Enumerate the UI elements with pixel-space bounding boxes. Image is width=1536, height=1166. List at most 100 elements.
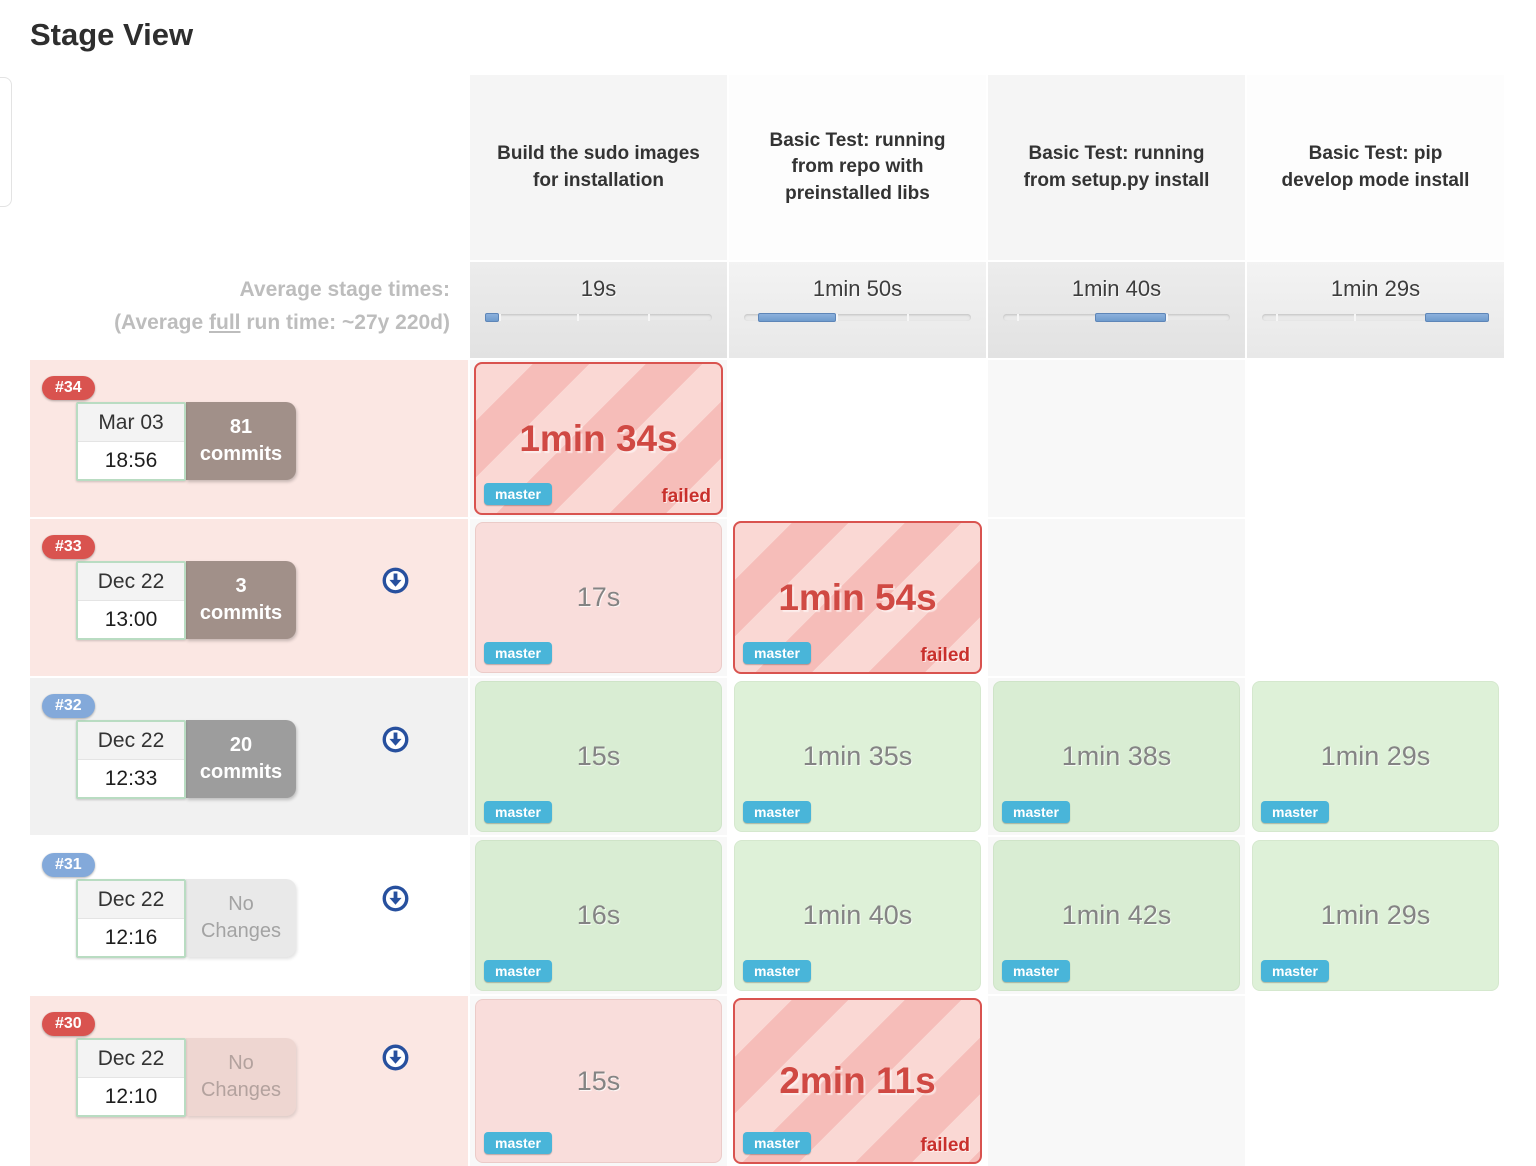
stage-time-progress-fill bbox=[1425, 313, 1489, 322]
stage-cell: 1min 34s master failed bbox=[470, 360, 727, 517]
build-date-link[interactable]: Dec 22 13:00 bbox=[76, 561, 186, 640]
stage-result-failed[interactable]: 1min 54s master failed bbox=[733, 521, 982, 674]
build-number-badge[interactable]: #30 bbox=[42, 1012, 95, 1036]
stage-time-progress-fill bbox=[757, 313, 837, 322]
stage-column-title: Basic Test: running from repo with prein… bbox=[769, 129, 946, 204]
offscreen-panel-edge bbox=[0, 77, 12, 207]
build-time: 12:10 bbox=[104, 1085, 158, 1108]
stage-result[interactable]: 1min 40s master bbox=[734, 840, 981, 991]
build-date-link[interactable]: Dec 22 12:10 bbox=[76, 1038, 186, 1117]
stage-result-failed[interactable]: 2min 11s master failed bbox=[733, 998, 982, 1164]
changes-label: commits bbox=[199, 761, 283, 783]
failed-label: failed bbox=[920, 645, 970, 666]
stage-cell: 1min 29s master bbox=[1247, 678, 1504, 835]
build-number-badge[interactable]: #31 bbox=[42, 853, 95, 877]
build-changes-box[interactable]: 81 commits bbox=[186, 402, 296, 480]
stage-column-header: Basic Test: pip develop mode install bbox=[1247, 75, 1504, 260]
average-stage-time-cell: 1min 29s bbox=[1247, 262, 1504, 358]
average-times-label: Average stage times: (Average full run t… bbox=[30, 262, 468, 358]
stage-cell-empty bbox=[729, 360, 986, 517]
stage-view-table: Build the sudo images for installation B… bbox=[30, 75, 1504, 1166]
build-time: 18:56 bbox=[104, 449, 158, 472]
stage-duration: 1min 40s bbox=[802, 900, 913, 930]
build-date-link[interactable]: Dec 22 12:33 bbox=[76, 720, 186, 799]
build-date-link[interactable]: Mar 03 18:56 bbox=[76, 402, 186, 481]
changes-count: No bbox=[228, 893, 254, 915]
download-artifacts-icon[interactable] bbox=[382, 1044, 409, 1071]
changes-label: commits bbox=[199, 443, 283, 465]
stage-result[interactable]: 17s master bbox=[475, 522, 722, 673]
build-time: 12:33 bbox=[104, 767, 158, 790]
stage-cell-empty bbox=[988, 996, 1245, 1166]
branch-badge: master bbox=[1002, 960, 1070, 982]
average-stage-time-cell: 19s bbox=[470, 262, 727, 358]
branch-badge: master bbox=[743, 960, 811, 982]
stage-result[interactable]: 1min 38s master bbox=[993, 681, 1240, 832]
average-duration: 1min 29s bbox=[1330, 276, 1421, 301]
stage-time-progress-track bbox=[485, 313, 712, 322]
stage-cell-empty bbox=[1247, 519, 1504, 676]
stage-time-progress-fill bbox=[1095, 313, 1167, 322]
stage-column-header: Build the sudo images for installation bbox=[470, 75, 727, 260]
build-number-badge[interactable]: #34 bbox=[42, 376, 95, 400]
stage-result[interactable]: 1min 35s master bbox=[734, 681, 981, 832]
stage-result[interactable]: 15s master bbox=[475, 681, 722, 832]
changes-count: 81 bbox=[229, 416, 253, 438]
stage-cell: 16s master bbox=[470, 837, 727, 994]
branch-badge: master bbox=[743, 801, 811, 823]
download-artifacts-icon[interactable] bbox=[382, 567, 409, 594]
stage-cell: 1min 38s master bbox=[988, 678, 1245, 835]
stage-duration: 2min 11s bbox=[779, 1060, 936, 1101]
build-changes-box[interactable]: 3 commits bbox=[186, 561, 296, 639]
stage-column-title: Basic Test: pip develop mode install bbox=[1281, 142, 1470, 191]
stage-time-progress-track bbox=[1003, 313, 1230, 322]
stage-cell: 2min 11s master failed bbox=[729, 996, 986, 1166]
build-number-badge[interactable]: #33 bbox=[42, 535, 95, 559]
download-artifacts-icon[interactable] bbox=[382, 885, 409, 912]
average-stage-time-cell: 1min 50s bbox=[729, 262, 986, 358]
failed-label: failed bbox=[661, 486, 711, 507]
page-title: Stage View bbox=[30, 16, 194, 52]
stage-result[interactable]: 1min 29s master bbox=[1252, 681, 1499, 832]
build-date: Dec 22 bbox=[78, 563, 184, 601]
average-duration: 1min 50s bbox=[812, 276, 903, 301]
stage-duration: 1min 54s bbox=[778, 576, 937, 618]
stage-cell-empty bbox=[988, 360, 1245, 517]
stage-result[interactable]: 1min 42s master bbox=[993, 840, 1240, 991]
header-spacer bbox=[30, 75, 468, 260]
stage-cell: 1min 29s master bbox=[1247, 837, 1504, 994]
build-number-badge[interactable]: #32 bbox=[42, 694, 95, 718]
branch-badge: master bbox=[1261, 960, 1329, 982]
branch-badge: master bbox=[1261, 801, 1329, 823]
changes-label: Changes bbox=[200, 920, 282, 942]
branch-badge: master bbox=[484, 642, 552, 664]
stage-time-progress-track bbox=[744, 313, 971, 322]
download-artifacts-icon[interactable] bbox=[382, 726, 409, 753]
average-stage-time-cell: 1min 40s bbox=[988, 262, 1245, 358]
branch-badge: master bbox=[743, 642, 811, 664]
stage-result-failed[interactable]: 1min 34s master failed bbox=[474, 362, 723, 515]
average-duration: 19s bbox=[580, 276, 617, 301]
stage-cell-empty bbox=[1247, 996, 1504, 1166]
stage-cell: 1min 54s master failed bbox=[729, 519, 986, 676]
build-row-info: #30 Dec 22 12:10 No Changes bbox=[30, 996, 468, 1166]
stage-cell: 17s master bbox=[470, 519, 727, 676]
build-time: 13:00 bbox=[104, 608, 158, 631]
stage-cell: 15s master bbox=[470, 678, 727, 835]
stage-duration: 1min 35s bbox=[802, 741, 913, 771]
build-row-info: #31 Dec 22 12:16 No Changes bbox=[30, 837, 468, 994]
build-date: Dec 22 bbox=[78, 722, 184, 760]
build-changes-box: No Changes bbox=[186, 1038, 296, 1116]
changes-label: Changes bbox=[200, 1079, 282, 1101]
changes-count: 20 bbox=[229, 734, 253, 756]
stage-result[interactable]: 15s master bbox=[475, 999, 722, 1163]
changes-label: commits bbox=[199, 602, 283, 624]
stage-result[interactable]: 16s master bbox=[475, 840, 722, 991]
stage-duration: 1min 29s bbox=[1320, 900, 1431, 930]
branch-badge: master bbox=[484, 1132, 552, 1154]
stage-duration: 1min 38s bbox=[1061, 741, 1172, 771]
stage-result[interactable]: 1min 29s master bbox=[1252, 840, 1499, 991]
build-changes-box[interactable]: 20 commits bbox=[186, 720, 296, 798]
full-link[interactable]: full bbox=[209, 310, 241, 334]
build-date-link[interactable]: Dec 22 12:16 bbox=[76, 879, 186, 958]
